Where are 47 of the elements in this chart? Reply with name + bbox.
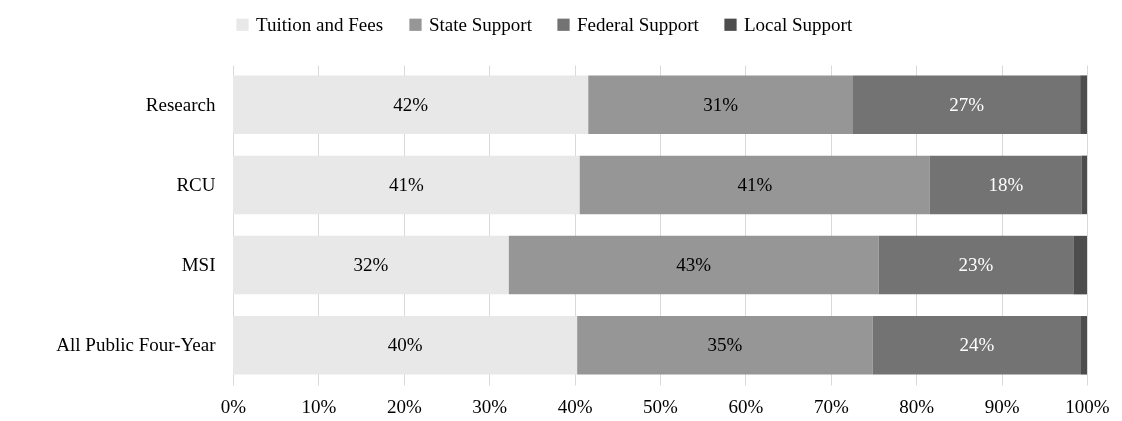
x-tick-label: 70%: [813, 395, 849, 417]
legend-label: Federal Support: [577, 13, 700, 35]
x-tick-label: 60%: [728, 395, 764, 417]
x-tick-label: 10%: [301, 395, 337, 417]
x-tick-label: 80%: [899, 395, 935, 417]
bar: [878, 235, 1074, 295]
bar: [872, 316, 1082, 375]
bar: [1073, 235, 1087, 295]
x-tick-label: 50%: [643, 395, 679, 417]
data-label: 43%: [676, 254, 712, 276]
data-label: 31%: [703, 93, 739, 115]
bar: [588, 75, 853, 134]
x-tick-label: 20%: [386, 395, 422, 417]
x-tick-label: 90%: [984, 395, 1020, 417]
legend-label: Local Support: [744, 13, 853, 35]
x-tick-label: 100%: [1065, 395, 1110, 417]
bar: [1081, 155, 1087, 215]
bar: [1081, 316, 1087, 375]
y-tick-label: MSI: [181, 254, 216, 276]
x-tick-label: 0%: [220, 395, 247, 417]
legend-label: State Support: [429, 13, 533, 35]
y-tick-label: Research: [145, 93, 216, 115]
data-label: 40%: [387, 334, 423, 356]
data-label: 23%: [958, 254, 994, 276]
bar: [853, 75, 1081, 134]
x-tick-label: 30%: [472, 395, 508, 417]
y-tick-label: RCU: [176, 173, 216, 195]
data-label: 42%: [393, 93, 429, 115]
bar: [929, 155, 1082, 215]
bar: [577, 316, 873, 375]
bar: [508, 235, 879, 295]
legend-label: Tuition and Fees: [256, 13, 384, 35]
data-label: 24%: [959, 334, 995, 356]
data-label: 41%: [388, 173, 424, 195]
bar: [233, 75, 589, 134]
bar: [1080, 75, 1087, 134]
data-label: 35%: [707, 334, 743, 356]
bar: [233, 235, 509, 295]
bar: [233, 155, 580, 215]
bar: [233, 316, 578, 375]
data-label: 18%: [988, 173, 1024, 195]
bar: [579, 155, 930, 215]
data-label: 27%: [949, 93, 985, 115]
x-tick-label: 40%: [557, 395, 593, 417]
y-tick-label: All Public Four-Year: [56, 334, 217, 356]
data-label: 41%: [737, 173, 773, 195]
data-label: 32%: [353, 254, 389, 276]
